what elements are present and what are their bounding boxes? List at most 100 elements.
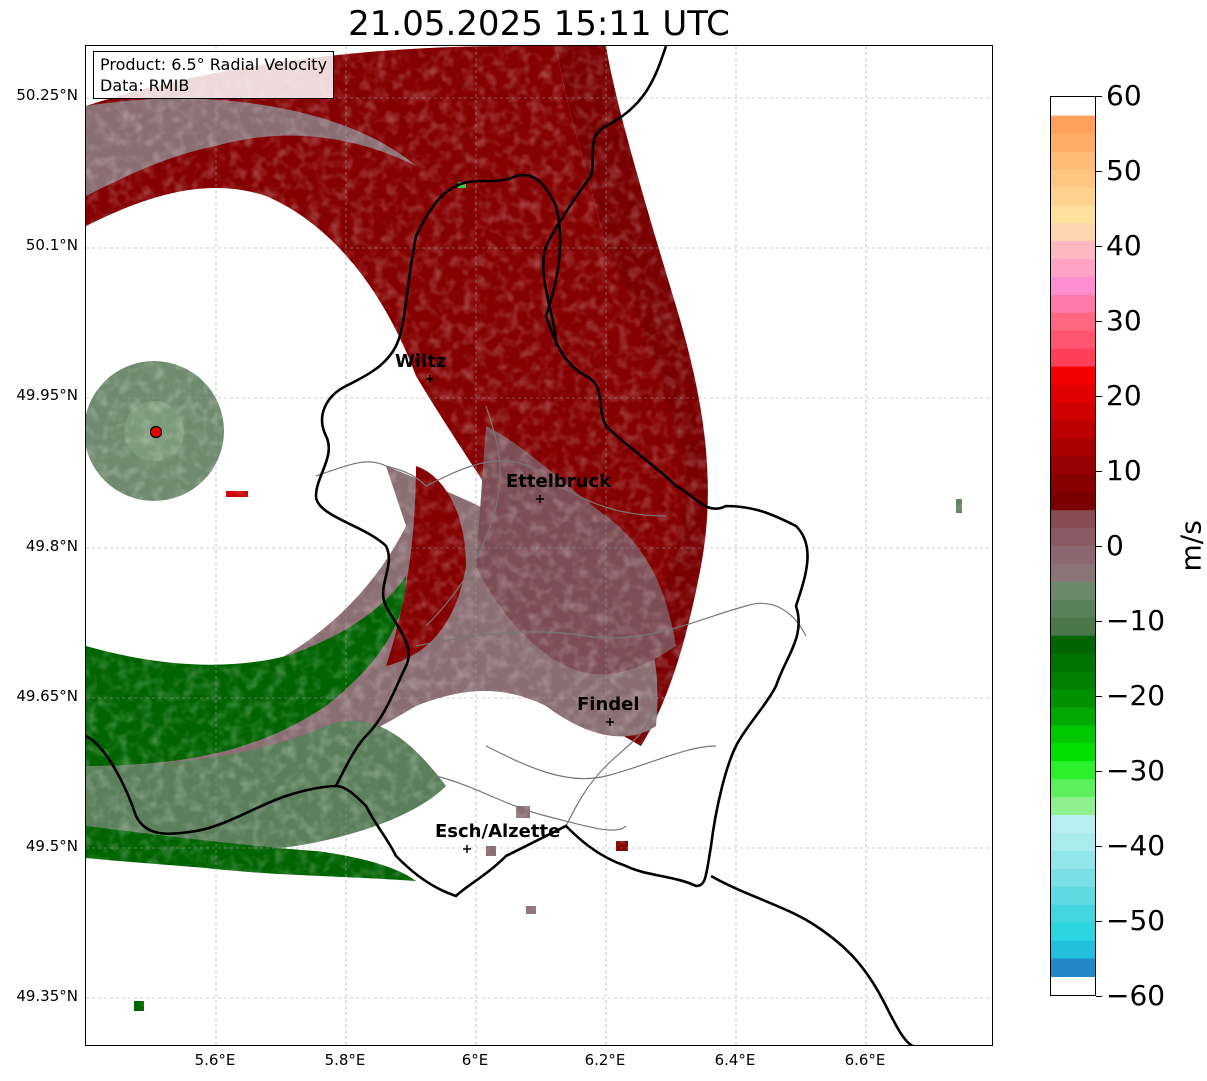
data-source-label: Data: RMIB — [100, 76, 190, 95]
colorbar-band — [1051, 151, 1095, 170]
lat-tick-label: 49.5°N — [25, 837, 78, 855]
belgium-france-border — [86, 734, 337, 836]
lon-tick-label: 6.4°E — [714, 1051, 756, 1069]
lon-tick-label: 6.2°E — [584, 1051, 626, 1069]
colorbar-band — [1051, 563, 1095, 583]
colorbar-band — [1051, 671, 1095, 691]
colorbar-band — [1051, 187, 1095, 206]
gridlines — [86, 46, 992, 1045]
lat-tick-label: 49.8°N — [25, 537, 78, 555]
city-markers — [426, 375, 614, 853]
colorbar-tick — [1096, 321, 1102, 322]
colorbar-band — [1051, 384, 1095, 404]
colorbar-band — [1051, 779, 1095, 798]
colorbar-tick — [1096, 246, 1102, 247]
colorbar-band — [1051, 294, 1095, 314]
colorbar-band — [1051, 205, 1095, 224]
colorbar-tick-label: 40 — [1106, 229, 1142, 262]
colorbar-tick-label: 0 — [1106, 529, 1124, 562]
colorbar-tick-label: 10 — [1106, 454, 1142, 487]
colorbar-band — [1051, 492, 1095, 511]
product-label: Product: 6.5° Radial Velocity — [100, 55, 328, 74]
colorbar-band — [1051, 133, 1095, 153]
colorbar-band — [1051, 259, 1095, 278]
colorbar-band — [1051, 617, 1095, 637]
colorbar-unit-label: m/s — [1174, 520, 1207, 572]
map-title: 21.05.2025 15:11 UTC — [348, 4, 730, 44]
colorbar-band — [1051, 689, 1095, 708]
colorbar-band — [1051, 635, 1095, 655]
colorbar-band — [1051, 707, 1095, 726]
city-marker-wiltz — [426, 375, 434, 383]
colorbar-band — [1051, 276, 1095, 296]
city-label-esch-alzette: Esch/Alzette — [435, 821, 561, 842]
lat-tick-label: 50.1°N — [25, 236, 78, 254]
colorbar-band — [1051, 850, 1095, 870]
colorbar-band — [1051, 797, 1095, 816]
city-marker-findel — [606, 718, 614, 726]
city-label-wiltz: Wiltz — [395, 351, 447, 372]
colorbar-band — [1051, 922, 1095, 942]
colorbar-tick — [1096, 621, 1102, 622]
canton-borders — [315, 405, 807, 831]
colorbar-band — [1051, 581, 1095, 601]
radar-map-canvas[interactable] — [86, 46, 993, 1046]
lon-tick-label: 5.6°E — [194, 1051, 236, 1069]
colorbar-band — [1051, 510, 1095, 529]
france-germany-border — [710, 874, 915, 1045]
colorbar-band — [1051, 940, 1095, 960]
colorbar-band — [1051, 886, 1095, 906]
colorbar-tick-label: −50 — [1106, 904, 1166, 937]
colorbar-tick-label: 50 — [1106, 154, 1142, 187]
colorbar-band — [1051, 599, 1095, 619]
radar-map[interactable] — [85, 45, 993, 1046]
product-info-box: Product: 6.5° Radial Velocity Data: RMIB — [93, 51, 335, 99]
colorbar-band — [1051, 420, 1095, 439]
colorbar-tick — [1096, 771, 1102, 772]
colorbar-band — [1051, 456, 1095, 475]
colorbar-tick — [1096, 846, 1102, 847]
colorbar-band — [1051, 348, 1095, 368]
city-marker-ettelbruck — [536, 495, 544, 503]
country-borders — [86, 46, 915, 1045]
colorbar-band — [1051, 241, 1095, 260]
colorbar-bands — [1051, 115, 1095, 978]
colorbar-band — [1051, 904, 1095, 924]
radar-site-marker[interactable] — [149, 425, 163, 439]
city-label-ettelbruck: Ettelbruck — [506, 471, 612, 492]
colorbar-band — [1051, 115, 1095, 135]
colorbar-tick-label: 20 — [1106, 379, 1142, 412]
colorbar-band — [1051, 832, 1095, 852]
colorbar-band — [1051, 474, 1095, 493]
colorbar-tick — [1096, 471, 1102, 472]
colorbar-tick-label: −30 — [1106, 754, 1166, 787]
colorbar-tick — [1096, 96, 1102, 97]
colorbar-tick — [1096, 996, 1102, 997]
lat-tick-label: 50.25°N — [16, 86, 78, 104]
colorbar-band — [1051, 330, 1095, 350]
colorbar-tick — [1096, 546, 1102, 547]
lat-tick-label: 49.65°N — [16, 687, 78, 705]
velocity-colorbar — [1050, 96, 1096, 996]
lon-tick-label: 6°E — [461, 1051, 489, 1069]
colorbar-band — [1051, 653, 1095, 673]
colorbar-band — [1051, 169, 1095, 188]
colorbar-band — [1051, 223, 1095, 242]
lon-tick-label: 5.8°E — [324, 1051, 366, 1069]
colorbar-tick-label: −60 — [1106, 979, 1166, 1012]
colorbar-tick-label: −10 — [1106, 604, 1166, 637]
city-marker-esch — [463, 845, 471, 853]
colorbar-tick-label: −40 — [1106, 829, 1166, 862]
colorbar-tick — [1096, 921, 1102, 922]
lat-tick-label: 49.35°N — [16, 987, 78, 1005]
colorbar-band — [1051, 761, 1095, 780]
lon-tick-label: 6.6°E — [844, 1051, 886, 1069]
colorbar-band — [1051, 366, 1095, 386]
germany-border — [541, 46, 668, 347]
colorbar-tick-label: −20 — [1106, 679, 1166, 712]
colorbar-band — [1051, 312, 1095, 332]
texture-overlay — [86, 46, 992, 1045]
luxembourg-border — [314, 173, 809, 898]
colorbar-tick-label: 60 — [1106, 79, 1142, 112]
colorbar-band — [1051, 546, 1095, 565]
